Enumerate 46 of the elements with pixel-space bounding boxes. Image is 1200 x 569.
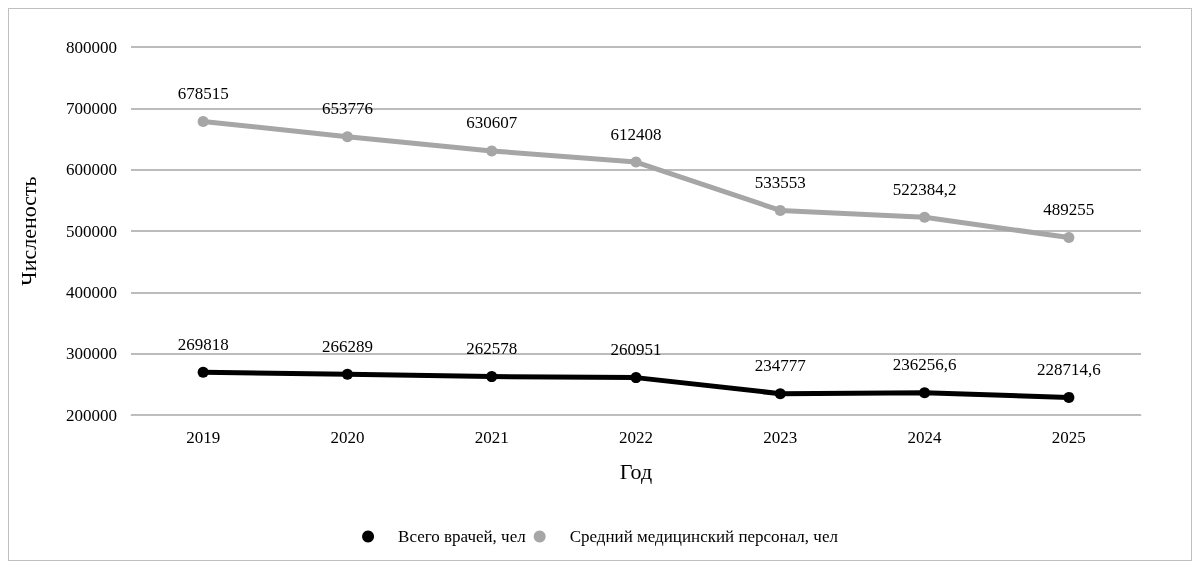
point (1063, 391, 1075, 403)
data-label: 489255 (1043, 200, 1095, 220)
data-label: 228714,6 (1036, 359, 1101, 379)
point (774, 388, 786, 400)
point (919, 211, 931, 223)
point (341, 131, 353, 143)
y-tick-label: 800000 (66, 37, 117, 57)
data-label: 522384,2 (892, 179, 957, 199)
legend-label: Всего врачей, чел (398, 527, 527, 546)
point (341, 368, 353, 380)
x-tick-label: 2021 (474, 428, 509, 447)
legend-label: Средний медицинский персонал, чел (569, 527, 839, 546)
data-label: 630607 (466, 113, 518, 133)
x-tick-label: 2025 (1051, 428, 1086, 447)
x-tick-label: 2022 (619, 428, 653, 447)
x-axis-title: Год (619, 458, 653, 484)
x-tick-label: 2023 (763, 428, 798, 447)
x-tick-label: 2020 (330, 428, 365, 447)
point (486, 145, 498, 157)
data-label: 533553 (754, 172, 806, 192)
data-label: 653776 (321, 99, 373, 119)
point (197, 366, 209, 378)
y-axis-title: Численость (15, 176, 41, 286)
y-tick-label: 600000 (66, 160, 117, 180)
data-label: 262578 (466, 339, 518, 359)
x-tick-label: 2024 (907, 428, 943, 447)
data-label: 612408 (610, 124, 662, 144)
data-label: 234777 (754, 356, 807, 376)
point (1063, 232, 1075, 244)
point (919, 387, 931, 399)
data-label: 269818 (177, 334, 229, 354)
y-tick-label: 200000 (66, 405, 117, 425)
data-label: 236256,6 (892, 355, 957, 375)
y-tick-label: 500000 (66, 221, 117, 241)
data-label: 266289 (321, 336, 373, 356)
y-tick-label: 400000 (66, 282, 117, 302)
data-label: 678515 (177, 84, 229, 104)
point (197, 116, 209, 128)
data-label: 260951 (610, 340, 662, 360)
point (486, 371, 498, 383)
point (774, 204, 786, 216)
point (630, 156, 642, 168)
y-tick-label: 300000 (66, 344, 117, 364)
point (630, 372, 642, 384)
y-tick-label: 700000 (66, 98, 117, 118)
x-tick-label: 2019 (186, 428, 221, 447)
